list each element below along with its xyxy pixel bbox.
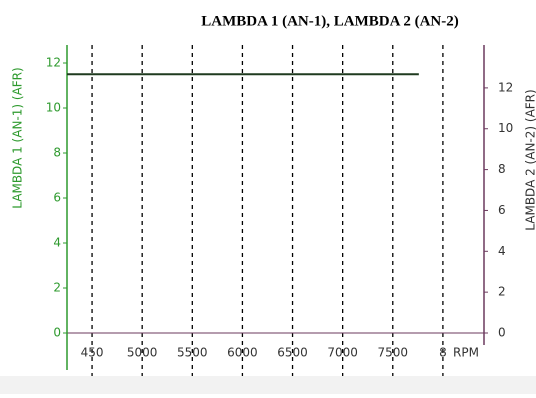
chart-title: LAMBDA 1 (AN-1), LAMBDA 2 (AN-2) <box>201 13 458 29</box>
y-tick-label: 6 <box>53 191 61 205</box>
x-tick-label: 8 <box>439 346 447 360</box>
y-tick-label: 2 <box>53 281 61 295</box>
x-tick-label: 6000 <box>227 346 258 360</box>
y2-tick-label: 0 <box>498 326 506 340</box>
x-tick-label: 7500 <box>378 346 409 360</box>
x-tick-label: 5500 <box>177 346 208 360</box>
y2-tick-label: 8 <box>498 162 506 176</box>
y2-tick-label: 4 <box>498 244 506 258</box>
x-tick-label: 6500 <box>277 346 308 360</box>
y-tick-label: 4 <box>53 236 61 250</box>
y-tick-label: 0 <box>53 326 61 340</box>
y2-axis-label: LAMBDA 2 (AN-2) (AFR) <box>524 89 536 230</box>
y2-tick-label: 10 <box>498 121 513 135</box>
y2-tick-label: 12 <box>498 80 513 94</box>
y2-tick-label: 2 <box>498 285 506 299</box>
y-axis-label: LAMBDA 1 (AN-1) (AFR) <box>11 67 25 208</box>
y-tick-label: 8 <box>53 146 61 160</box>
x-tick-label: 450 <box>81 346 104 360</box>
footer-band <box>0 376 536 394</box>
x-axis-label: RPM <box>453 346 479 360</box>
y-tick-label: 10 <box>46 101 61 115</box>
x-tick-label: 7000 <box>327 346 358 360</box>
x-tick-label: 5000 <box>127 346 158 360</box>
y2-tick-label: 6 <box>498 203 506 217</box>
y-tick-label: 12 <box>46 56 61 70</box>
